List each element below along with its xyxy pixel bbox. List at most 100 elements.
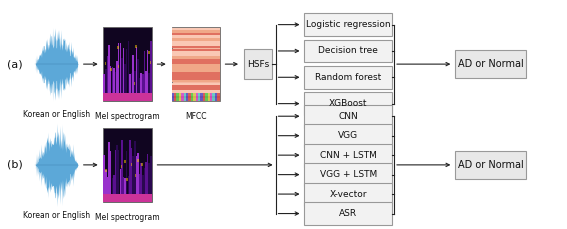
Bar <box>137 153 139 202</box>
Bar <box>149 74 150 101</box>
Bar <box>171 33 220 35</box>
Bar <box>171 49 220 51</box>
Text: Mel spectrogram: Mel spectrogram <box>95 112 160 121</box>
Bar <box>171 54 220 56</box>
Bar <box>304 39 392 63</box>
Bar <box>174 93 176 101</box>
Bar <box>103 93 152 101</box>
Text: MFCC: MFCC <box>185 112 206 121</box>
Text: ASR: ASR <box>339 209 357 218</box>
Bar <box>171 77 220 80</box>
Bar <box>121 165 122 168</box>
Bar <box>142 175 143 202</box>
Bar <box>210 93 213 101</box>
Bar <box>121 58 122 101</box>
Bar <box>103 128 152 202</box>
Bar <box>118 43 120 101</box>
Bar <box>171 64 220 67</box>
Bar <box>134 141 136 202</box>
Bar <box>171 30 220 33</box>
Bar <box>136 47 137 101</box>
Text: X-vector: X-vector <box>329 190 367 199</box>
Bar <box>171 62 220 64</box>
Bar <box>171 38 220 41</box>
Bar <box>150 156 151 202</box>
Bar <box>149 52 150 55</box>
Bar <box>134 82 136 85</box>
Bar <box>184 93 186 101</box>
Bar <box>139 78 141 101</box>
Bar <box>171 67 220 69</box>
Bar <box>143 51 145 101</box>
Bar <box>116 145 118 202</box>
Bar <box>198 93 201 101</box>
Bar <box>171 93 220 95</box>
Bar <box>171 69 220 72</box>
Bar <box>188 93 191 101</box>
Bar <box>107 177 108 202</box>
Bar <box>304 202 392 225</box>
Text: Logistic regression: Logistic regression <box>306 20 391 29</box>
Bar <box>129 74 131 101</box>
Bar <box>203 93 205 101</box>
Bar <box>304 163 392 186</box>
Text: CNN: CNN <box>338 112 358 121</box>
Bar <box>196 93 198 101</box>
Bar <box>103 194 152 202</box>
Bar <box>171 59 220 62</box>
Bar <box>147 50 149 101</box>
Bar <box>179 93 181 101</box>
Bar <box>110 68 112 71</box>
Bar <box>107 56 108 101</box>
Bar <box>171 88 220 90</box>
Bar <box>108 142 110 202</box>
Bar <box>113 68 115 101</box>
Bar <box>141 163 142 202</box>
Bar <box>139 174 141 202</box>
Bar <box>124 160 125 163</box>
Bar <box>132 156 134 202</box>
Bar <box>137 59 139 101</box>
Bar <box>171 90 220 93</box>
Bar <box>215 93 217 101</box>
Bar <box>150 41 151 101</box>
Bar <box>122 48 124 101</box>
Bar <box>115 150 116 202</box>
Bar <box>171 46 220 48</box>
Bar <box>171 93 174 101</box>
Bar <box>142 74 143 101</box>
Bar <box>108 45 110 101</box>
Bar <box>141 164 143 166</box>
Bar <box>113 174 115 202</box>
Bar <box>131 163 132 166</box>
Bar <box>116 61 118 101</box>
Text: XGBoost: XGBoost <box>329 99 367 108</box>
Text: Decision tree: Decision tree <box>318 46 378 55</box>
Bar <box>121 140 122 202</box>
Bar <box>131 73 132 101</box>
Bar <box>171 80 220 82</box>
Bar <box>455 151 526 179</box>
Bar <box>171 56 220 59</box>
Bar <box>105 169 107 172</box>
Bar <box>128 176 129 202</box>
Bar <box>120 169 121 202</box>
Bar <box>171 27 220 101</box>
Bar <box>176 93 179 101</box>
Bar <box>105 63 106 65</box>
Bar <box>137 159 138 162</box>
Bar <box>205 93 208 101</box>
Bar <box>103 27 152 101</box>
Bar <box>134 71 136 101</box>
Bar <box>110 151 112 202</box>
Bar <box>304 124 392 147</box>
Bar <box>171 98 220 101</box>
Bar <box>112 67 113 101</box>
Bar <box>110 66 112 101</box>
Bar <box>145 162 147 202</box>
Bar <box>304 66 392 89</box>
Bar <box>126 151 128 202</box>
Bar <box>171 72 220 75</box>
Bar <box>455 50 526 78</box>
Text: (a): (a) <box>7 59 23 69</box>
